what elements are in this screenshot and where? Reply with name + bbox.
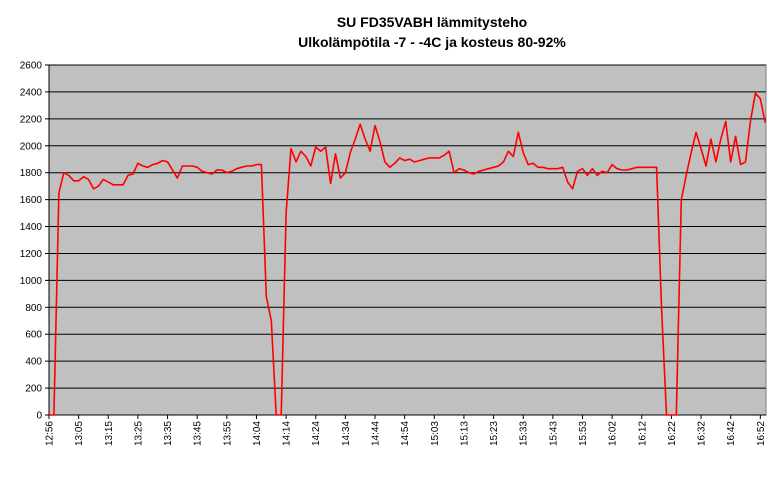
x-tick-label: 16:02 bbox=[608, 421, 619, 446]
data-line bbox=[49, 92, 767, 416]
x-tick-label: 16:42 bbox=[726, 421, 737, 446]
x-tick-label: 15:53 bbox=[578, 421, 589, 446]
chart-title: SU FD35VABH lämmitysteho bbox=[337, 14, 527, 30]
x-tick-label: 14:34 bbox=[341, 421, 352, 446]
x-tick-label: 16:32 bbox=[697, 421, 708, 446]
y-tick-label: 600 bbox=[25, 330, 42, 341]
y-tick-label: 0 bbox=[36, 411, 42, 422]
x-tick-label: 16:52 bbox=[756, 421, 767, 446]
x-tick-label: 16:22 bbox=[667, 421, 678, 446]
x-tick-label: 15:13 bbox=[459, 421, 470, 446]
x-tick-label: 14:44 bbox=[371, 421, 382, 446]
y-tick-label: 1800 bbox=[20, 168, 43, 179]
x-tick-label: 13:05 bbox=[74, 421, 85, 446]
x-tick-label: 14:04 bbox=[252, 421, 263, 446]
x-tick-label: 14:54 bbox=[400, 421, 411, 446]
y-tick-label: 2200 bbox=[20, 114, 43, 125]
x-tick-label: 15:03 bbox=[430, 421, 441, 446]
x-tick-label: 14:24 bbox=[311, 421, 322, 446]
x-tick-label: 13:45 bbox=[193, 421, 204, 446]
x-tick-label: 15:43 bbox=[548, 421, 559, 446]
y-tick-label: 2400 bbox=[20, 87, 43, 98]
x-tick-label: 13:35 bbox=[163, 421, 174, 446]
y-tick-label: 800 bbox=[25, 303, 42, 314]
x-tick-label: 14:14 bbox=[282, 421, 293, 446]
x-tick-label: 12:56 bbox=[45, 421, 56, 446]
x-tick-label: 15:33 bbox=[519, 421, 530, 446]
y-tick-label: 2000 bbox=[20, 141, 43, 152]
x-tick-label: 15:23 bbox=[489, 421, 500, 446]
x-tick-label: 13:25 bbox=[133, 421, 144, 446]
y-tick-label: 1400 bbox=[20, 222, 43, 233]
y-tick-label: 1600 bbox=[20, 195, 43, 206]
y-tick-label: 400 bbox=[25, 357, 42, 368]
y-tick-label: 2600 bbox=[20, 61, 43, 72]
x-tick-label: 16:12 bbox=[637, 421, 648, 446]
y-tick-label: 1200 bbox=[20, 249, 43, 260]
x-tick-label: 13:55 bbox=[222, 421, 233, 446]
y-tick-label: 200 bbox=[25, 384, 42, 395]
y-tick-label: 1000 bbox=[20, 276, 43, 287]
chart-subtitle: Ulkolämpötila -7 - -4C ja kosteus 80-92% bbox=[298, 34, 566, 50]
plot-area bbox=[48, 64, 767, 416]
x-tick-label: 13:15 bbox=[104, 421, 115, 446]
